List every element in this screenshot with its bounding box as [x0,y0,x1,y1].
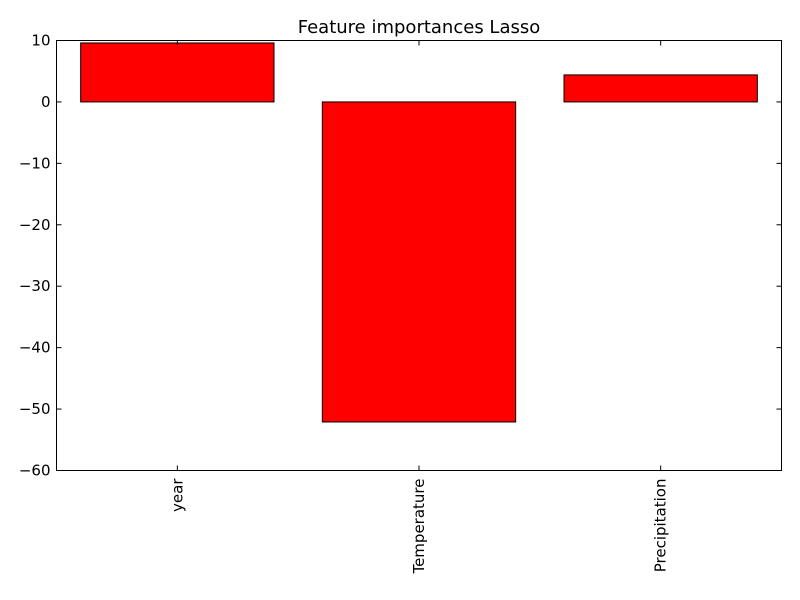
x-axis-ticks: year Temperature Precipitation [168,40,670,575]
x-tick-label: Precipitation [652,479,670,573]
y-tick-label: −50 [19,400,51,418]
y-tick-label: −60 [19,462,51,480]
y-tick-label: −20 [19,216,51,234]
y-tick-label: −10 [19,154,51,172]
bar-precipitation [563,74,758,103]
y-axis-ticks: 10 0 −10 −20 −30 −40 −50 −60 [19,32,782,480]
y-tick-label: 0 [41,93,51,111]
bar-year [80,42,275,103]
y-tick-label: −30 [19,277,51,295]
chart-title: Feature importances Lasso [298,17,541,38]
bars-layer [80,42,758,423]
plot-area-frame [56,40,782,471]
bar-temperature [321,101,517,423]
y-tick-label: 10 [31,32,50,50]
x-tick-label: year [168,478,186,512]
y-tick-label: −40 [19,339,51,357]
x-tick-label: Temperature [410,479,428,575]
